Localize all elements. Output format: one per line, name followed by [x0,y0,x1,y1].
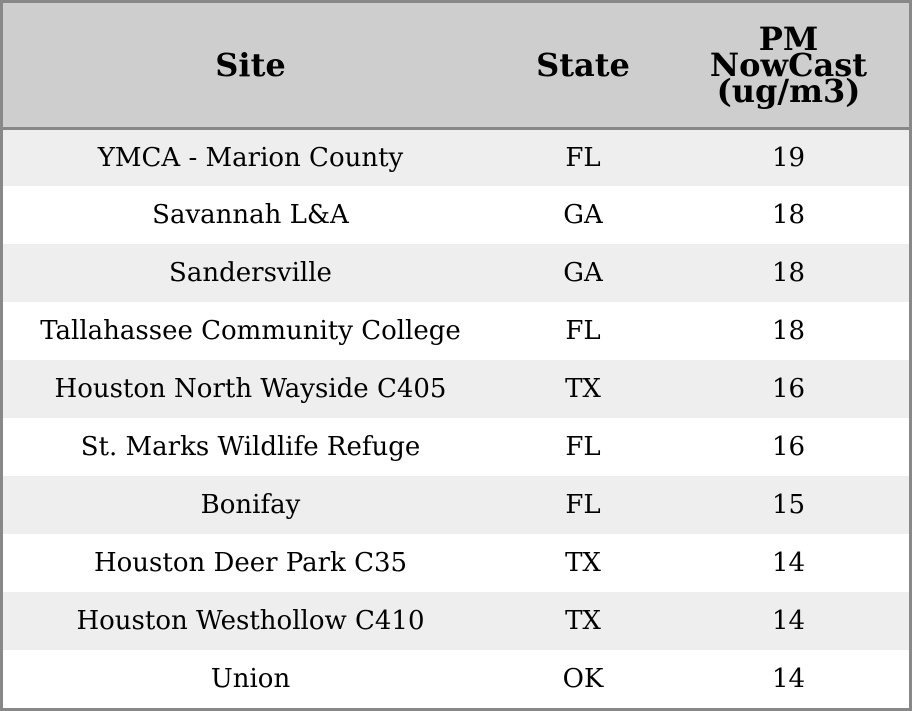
table-row: Savannah L&A GA 18 [3,186,909,244]
header-pm-line-2: NowCast [709,45,868,84]
cell-pm-nowcast: 16 [771,374,806,404]
cell-site: Houston North Wayside C405 [54,374,447,404]
table-row: Houston North Wayside C405 TX 16 [3,360,909,418]
cell-state: TX [565,374,601,404]
cell-site: Houston Westhollow C410 [76,606,425,636]
column-header-pm-nowcast: PM NowCast (ug/m3) [668,3,909,130]
table-row: Houston Westhollow C410 TX 14 [3,592,909,650]
column-header-site: Site [3,3,498,130]
cell-site: Bonifay [200,490,301,520]
table-row: Sandersville GA 18 [3,244,909,302]
cell-site: Sandersville [169,258,332,288]
cell-state: OK [562,663,604,694]
cell-pm-nowcast: 14 [771,548,806,578]
cell-state: TX [565,548,601,578]
header-pm-line-3: (ug/m3) [716,71,861,110]
cell-site: Houston Deer Park C35 [93,548,408,578]
table-row: Bonifay FL 15 [3,476,909,534]
cell-state: TX [565,606,601,636]
cell-state: GA [563,200,603,230]
cell-site: Union [210,663,291,694]
table-row: Houston Deer Park C35 TX 14 [3,534,909,592]
cell-state: GA [563,258,603,288]
table-row: St. Marks Wildlife Refuge FL 16 [3,418,909,476]
cell-site: YMCA - Marion County [97,142,404,173]
cell-pm-nowcast: 14 [771,663,806,694]
cell-pm-nowcast: 15 [771,490,806,520]
table-row: YMCA - Marion County FL 19 [3,128,909,186]
cell-state: FL [565,432,601,462]
cell-pm-nowcast: 19 [771,142,806,173]
cell-site: Tallahassee Community College [40,316,461,346]
cell-state: FL [565,490,601,520]
cell-pm-nowcast: 14 [771,606,806,636]
header-pm-line-1: PM [758,19,819,58]
table-header: Site State PM NowCast (ug/m3) [3,3,909,130]
column-header-state: State [498,3,668,130]
header-row: Site State PM NowCast (ug/m3) [3,3,909,130]
cell-pm-nowcast: 18 [771,316,806,346]
header-state-line: State [536,45,630,84]
table-row: Union OK 14 [3,650,909,707]
header-site-line: Site [215,45,286,84]
table-row: Tallahassee Community College FL 18 [3,302,909,360]
cell-pm-nowcast: 18 [771,258,806,288]
table-body: YMCA - Marion County FL 19 Savannah L&A … [3,128,909,707]
cell-state: FL [565,316,601,346]
cell-pm-nowcast: 18 [771,200,806,230]
pm-nowcast-table: Site State PM NowCast (ug/m3) YMCA - Mar… [3,3,909,707]
cell-pm-nowcast: 16 [771,432,806,462]
cell-state: FL [565,142,601,173]
cell-site: St. Marks Wildlife Refuge [80,432,421,462]
cell-site: Savannah L&A [152,200,349,230]
